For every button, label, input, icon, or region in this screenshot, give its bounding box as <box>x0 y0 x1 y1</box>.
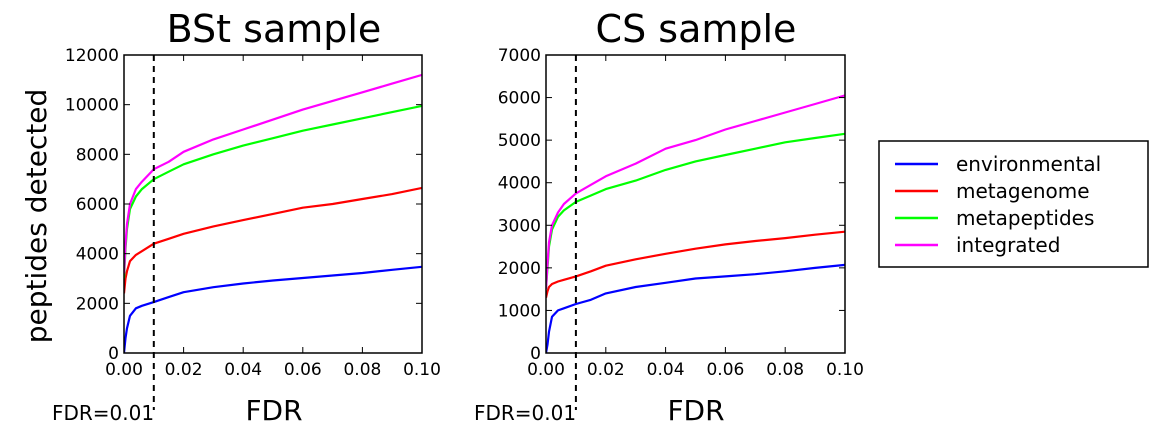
y-tick-label: 3000 <box>498 216 541 236</box>
y-tick-label: 4000 <box>498 174 541 194</box>
y-tick-label: 10000 <box>65 96 119 116</box>
x-tick-label: 0.06 <box>284 360 322 380</box>
x-tick-label: 0.10 <box>403 360 441 380</box>
y-tick-label: 4000 <box>76 245 119 265</box>
chart-panel-cs: CS sample FDR FDR=0.01 0 1000 2000 3000 4000… <box>474 7 864 427</box>
legend-label: integrated <box>956 233 1060 257</box>
y-tick-label: 7000 <box>498 46 541 66</box>
chart-panel-bst: BSt sample FDR FDR=0.01 0 2000 4000 6000 800… <box>52 7 441 427</box>
x-tick-label: 0.02 <box>587 360 625 380</box>
x-tick-label: 0.04 <box>647 360 685 380</box>
x-axis-label: FDR <box>667 394 724 427</box>
fdr-threshold-label: FDR=0.01 <box>52 401 154 425</box>
series-line-integrated <box>546 94 845 290</box>
fdr-threshold-label: FDR=0.01 <box>474 401 576 425</box>
x-tick-label: 0.08 <box>766 360 804 380</box>
x-tick-label: 0.02 <box>165 360 203 380</box>
y-tick-label: 5000 <box>498 131 541 151</box>
chart-title: CS sample <box>596 7 797 51</box>
legend-label: metapeptides <box>956 206 1094 230</box>
plot-frame <box>123 54 423 354</box>
y-tick-label: 0 <box>530 344 541 364</box>
y-tick-label: 0 <box>108 344 119 364</box>
y-tick-label: 6000 <box>498 89 541 109</box>
plot-frame <box>545 54 846 354</box>
y-tick-label: 8000 <box>76 145 119 165</box>
legend-label: environmental <box>956 152 1101 176</box>
x-axis-label: FDR <box>245 394 302 427</box>
legend-label: metagenome <box>956 179 1090 203</box>
y-tick-label: 2000 <box>76 294 119 314</box>
y-axis-label: peptides detected <box>20 89 53 344</box>
x-tick-label: 0.06 <box>706 360 744 380</box>
series-line-integrated <box>124 73 422 274</box>
series-line-metapeptides <box>546 132 845 290</box>
series-line-metapeptides <box>124 104 422 279</box>
series-line-environmental <box>546 263 845 353</box>
x-tick-label: 0.04 <box>224 360 262 380</box>
series-line-metagenome <box>124 186 422 294</box>
x-tick-label: 0.00 <box>105 360 143 380</box>
y-tick-label: 12000 <box>65 46 119 66</box>
legend: environmental metagenome metapeptides integ… <box>878 140 1149 268</box>
x-tick-label: 0.08 <box>343 360 381 380</box>
y-tick-label: 6000 <box>76 195 119 215</box>
y-tick-label: 2000 <box>498 259 541 279</box>
series-line-metagenome <box>546 230 845 298</box>
x-tick-label: 0.10 <box>826 360 864 380</box>
x-tick-label: 0.00 <box>527 360 565 380</box>
y-tick-label: 1000 <box>498 301 541 321</box>
chart-title: BSt sample <box>167 7 382 51</box>
series-line-environmental <box>124 265 422 353</box>
